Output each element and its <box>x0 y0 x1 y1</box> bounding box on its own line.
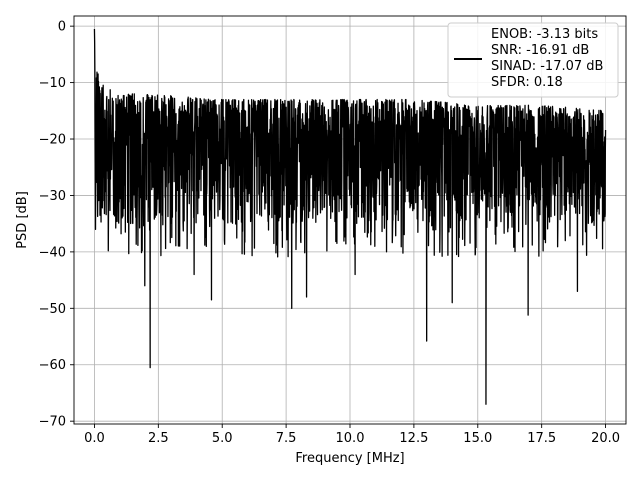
x-tick-label: 12.5 <box>399 431 428 446</box>
legend: ENOB: -3.13 bits SNR: -16.91 dB SINAD: -… <box>447 22 619 98</box>
y-tick-label: −30 <box>39 189 66 204</box>
legend-box <box>447 22 619 98</box>
x-tick-label: 10.0 <box>336 431 365 446</box>
plot-area <box>93 28 607 405</box>
y-tick-label: −20 <box>39 133 66 148</box>
x-tick-label: 7.5 <box>276 431 297 446</box>
y-tick-label: 0 <box>58 20 66 35</box>
x-tick-label: 15.0 <box>463 431 492 446</box>
y-tick-label: −40 <box>39 245 66 260</box>
y-axis-label: PSD [dB] <box>15 191 30 249</box>
legend-sinad: SINAD: -17.07 dB <box>491 59 603 74</box>
x-tick-label: 2.5 <box>148 431 169 446</box>
y-axis: 0 −10 −20 −30 −40 −50 −60 −70 <box>39 20 74 430</box>
legend-sfdr: SFDR: 0.18 <box>491 75 563 90</box>
y-tick-label: −10 <box>39 76 66 91</box>
x-tick-label: 5.0 <box>212 431 233 446</box>
y-tick-label: −60 <box>39 358 66 373</box>
y-tick-label: −70 <box>39 415 66 430</box>
y-tick-label: −50 <box>39 302 66 317</box>
legend-snr: SNR: -16.91 dB <box>491 43 589 58</box>
x-tick-label: 17.5 <box>527 431 556 446</box>
x-tick-label: 0.0 <box>84 431 105 446</box>
x-axis: 0.0 2.5 5.0 7.5 10.0 12.5 15.0 17.5 20.0 <box>84 424 620 446</box>
x-axis-label: Frequency [MHz] <box>295 451 404 466</box>
psd-series-line <box>93 28 607 405</box>
x-tick-label: 20.0 <box>591 431 620 446</box>
legend-enob: ENOB: -3.13 bits <box>491 27 598 42</box>
